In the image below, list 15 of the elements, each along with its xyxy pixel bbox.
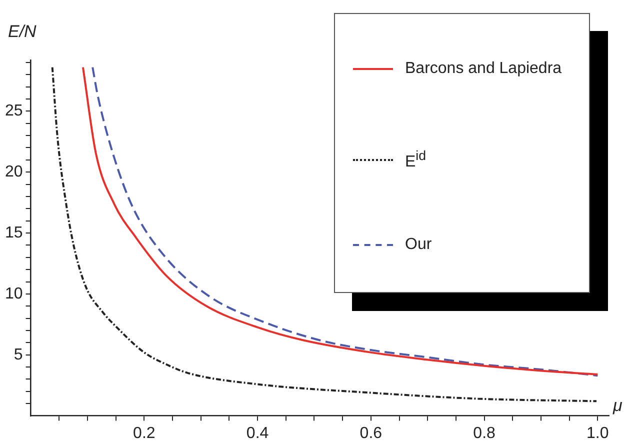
legend-label: Our [405,236,432,254]
y-tick-label: 15 [5,224,23,242]
x-tick-label: 0.4 [246,424,269,442]
x-tick-label: 1.0 [586,424,609,442]
y-tick-label: 10 [5,285,23,302]
y-tick-label: 5 [14,346,23,364]
legend-label: E$^{id}$ [405,148,426,172]
y-tick-label: 20 [5,164,23,181]
x-tick-label: 0.8 [473,424,496,442]
y-axis-title: E/N [8,22,36,42]
legend-label: Barcons and Lapiedra [405,60,562,78]
x-axis-title: μ [613,396,622,416]
x-tick-label: 0.6 [360,424,382,442]
y-tick-label: 25 [5,102,23,120]
x-tick-label: 0.2 [133,424,156,442]
